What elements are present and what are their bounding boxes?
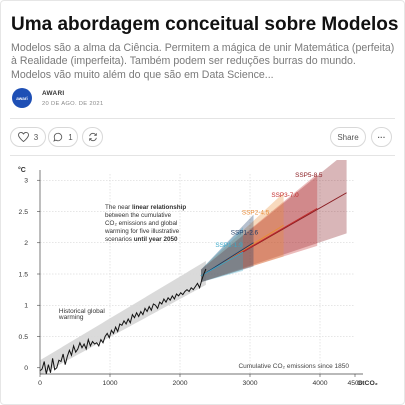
x-tick-label: 2000: [172, 380, 187, 387]
y-axis-label: °C: [18, 166, 26, 174]
post-date: 20 DE AGO. DE 2021: [42, 101, 104, 107]
historical-warming-line: [39, 268, 207, 375]
more-button[interactable]: ···: [371, 127, 392, 147]
historical-label: warming: [58, 314, 84, 321]
y-tick-label: 1: [24, 303, 28, 310]
x-axis-note: Cumulative CO₂ emissions since 1850: [238, 363, 349, 370]
y-tick-label: 3: [24, 178, 28, 185]
x-tick-label: 4000: [312, 380, 327, 387]
y-tick-label: 2.5: [19, 209, 29, 216]
emissions-warming-chart: 0 0.5 1 1.5 2 2.5 3 0 1000 2000 3000 4000 4500 °C GtCO…: [18, 160, 378, 387]
y-tick-label: 0: [24, 365, 28, 372]
restack-icon: [88, 132, 97, 142]
divider: [10, 118, 395, 119]
historical-label: Historical global: [59, 308, 105, 315]
scenario-band-ssp2-45: [201, 192, 284, 283]
annotation-line: The near linear relationship: [105, 204, 186, 211]
scenario-band-ssp1-19: [201, 227, 243, 283]
comment-count: 1: [68, 132, 73, 142]
share-button[interactable]: Share: [330, 127, 366, 147]
y-tick-label: 1.5: [19, 271, 29, 278]
comment-button[interactable]: 1: [48, 127, 78, 147]
author-name[interactable]: AWARI: [42, 90, 65, 97]
scenario-label: SSP1-1.9: [215, 242, 243, 249]
annotation-line: scenarios until year 2050: [105, 236, 178, 243]
post-subtitle: Modelos são a alma da Ciência. Permitem …: [11, 42, 395, 81]
scenario-line-ssp1-19: [200, 251, 244, 277]
annotation-line: CO₂ emissions and global: [105, 220, 177, 227]
like-count: 3: [33, 132, 39, 142]
post-title[interactable]: Uma abordagem conceitual sobre Modelos: [11, 14, 399, 35]
y-tick-label: 0.5: [19, 334, 29, 341]
scenario-label: SSP1-2.6: [231, 230, 259, 237]
scenario-label: SSP5-8.5: [295, 172, 323, 179]
like-button[interactable]: 3: [10, 127, 46, 147]
x-tick-label: 0: [38, 380, 42, 387]
share-label: Share: [337, 132, 359, 142]
scenario-label: SSP2-4.5: [242, 210, 270, 217]
x-tick-label: 3000: [242, 380, 257, 387]
divider: [10, 155, 395, 156]
annotation-line: between the cumulative: [105, 212, 172, 219]
restack-button[interactable]: [82, 127, 103, 147]
scenario-band-ssp3-70: [201, 174, 318, 283]
scenario-band-ssp5-85: [201, 160, 347, 283]
x-tick-label: 1000: [102, 380, 117, 387]
annotation-line: warming for five illustrative: [104, 228, 180, 235]
x-axis-label: GtCO₂: [357, 380, 378, 387]
x-tick-label: 4500: [347, 380, 362, 387]
y-tick-label: 2: [24, 240, 28, 247]
scenario-label: SSP3-7.0: [271, 192, 299, 199]
avatar-label: awari: [16, 95, 28, 101]
more-icon: ···: [377, 132, 386, 142]
comment-icon: [53, 132, 63, 142]
scenario-band-ssp1-26: [201, 214, 254, 283]
heart-icon: [17, 132, 29, 142]
avatar[interactable]: awari: [12, 88, 32, 108]
